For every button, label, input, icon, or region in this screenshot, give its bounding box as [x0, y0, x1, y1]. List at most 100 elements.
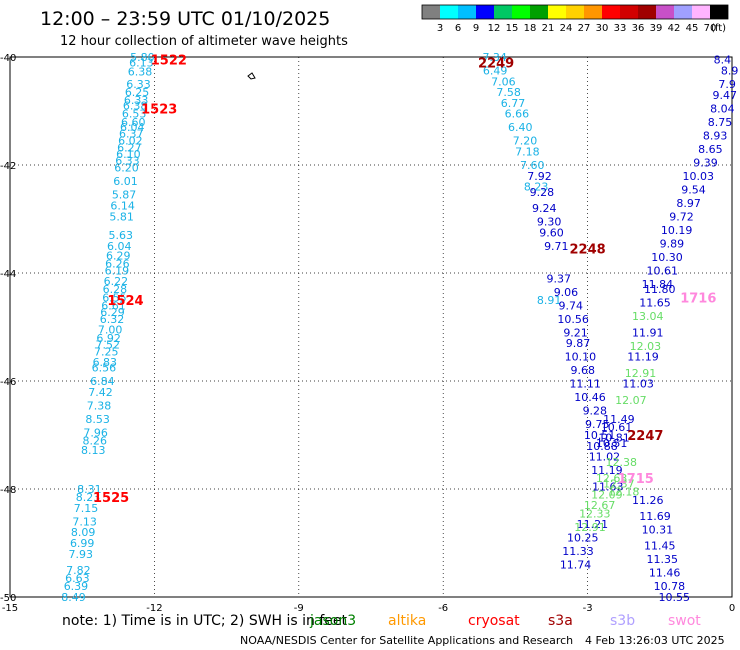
- colorbar-tick-label: 70: [704, 23, 717, 34]
- colorbar-swatch: [710, 5, 728, 19]
- y-tick-label: -40: [0, 53, 16, 64]
- wave-height-value: 9.87: [566, 337, 591, 350]
- wave-height-value: 9.24: [532, 202, 557, 215]
- pass-number-label: 1523: [141, 102, 177, 117]
- wave-height-value: 9.74: [559, 299, 584, 312]
- wave-height-value: 10.56: [557, 313, 589, 326]
- wave-height-value: 9.21: [563, 326, 588, 339]
- wave-height-value: 12.38: [606, 456, 638, 469]
- colorbar-swatch: [440, 5, 458, 19]
- wave-height-value: 8.97: [676, 197, 701, 210]
- wave-height-value: 10.30: [651, 251, 683, 264]
- wave-height-value: 5.81: [109, 210, 134, 223]
- wave-height-value: 7.9: [718, 78, 736, 91]
- colorbar-swatch: [656, 5, 674, 19]
- wave-height-value: 8.4: [714, 54, 732, 67]
- wave-height-value: 11.74: [560, 559, 592, 572]
- wave-height-value: 5.63: [108, 229, 133, 242]
- wave-height-value: 10.51: [584, 429, 616, 442]
- wave-height-value: 6.60: [121, 116, 146, 129]
- wave-height-value: 7.15: [74, 502, 99, 515]
- wave-height-value: 10.78: [654, 580, 686, 593]
- data-points: 5.806.136.386.336.256.336.386.536.606.04…: [61, 51, 738, 604]
- colorbar-swatch: [602, 5, 620, 19]
- wave-height-value: 6.02: [118, 135, 143, 148]
- colorbar-tick-label: 15: [506, 23, 519, 34]
- wave-height-value: 7.92: [527, 170, 552, 183]
- satellite-legend: jason3 altika cryosat s3a s3b swot: [309, 613, 701, 629]
- colorbar-swatch: [692, 5, 710, 19]
- wave-height-value: 8.13: [81, 444, 106, 457]
- wave-height-value: 9.60: [539, 227, 564, 240]
- wave-height-value: 7.82: [66, 564, 91, 577]
- wave-height-value: 11.26: [632, 494, 664, 507]
- pass-number-label: 2247: [627, 429, 663, 444]
- wave-height-value: 12.37: [603, 478, 635, 491]
- colorbar-unit: (ft): [711, 23, 726, 34]
- wave-height-value: 12.67: [584, 499, 616, 512]
- wave-height-value: 8.93: [703, 129, 728, 142]
- colorbar-tick-label: 39: [650, 23, 663, 34]
- y-tick-label: -44: [0, 269, 16, 280]
- wave-height-value: 13.04: [632, 310, 664, 323]
- wave-height-value: 11.19: [591, 464, 623, 477]
- wave-height-value: 9.75: [585, 418, 610, 431]
- wave-height-value: 6.84: [90, 375, 115, 388]
- x-tick-label: 0: [729, 603, 735, 614]
- colorbar-swatch: [494, 5, 512, 19]
- footer-center: NOAA/NESDIS Center for Satellite Applica…: [240, 634, 573, 647]
- footer-timestamp: 4 Feb 13:26:03 UTC 2025: [585, 634, 725, 647]
- colorbar-swatch: [476, 5, 494, 19]
- wave-height-value: 6.04: [120, 121, 145, 134]
- colorbar-tick-label: 27: [578, 23, 591, 34]
- colorbar-swatch: [620, 5, 638, 19]
- wave-height-value: 11.91: [632, 326, 664, 339]
- pass-number-label: 1522: [151, 54, 187, 69]
- wave-height-value: 10.55: [658, 591, 690, 604]
- colorbar-tick-label: 18: [524, 23, 537, 34]
- wave-height-value: 11.21: [577, 518, 609, 531]
- wave-height-value: 6.19: [105, 264, 130, 277]
- y-tick-label: -42: [0, 161, 16, 172]
- wave-height-value: 6.37: [119, 128, 144, 141]
- colorbar-tick-label: 24: [560, 23, 573, 34]
- chart-subtitle: 12 hour collection of altimeter wave hei…: [60, 34, 348, 49]
- pass-number-label: 1525: [93, 491, 129, 506]
- wave-height-value: 5.87: [112, 189, 137, 202]
- colorbar-tick-label: 33: [614, 23, 627, 34]
- x-tick-label: -9: [294, 603, 304, 614]
- wave-height-value: 9.68: [571, 364, 596, 377]
- pass-number-label: 2249: [478, 56, 514, 71]
- wave-height-value: 6.92: [96, 332, 121, 345]
- wave-height-value: 12.91: [574, 521, 606, 534]
- wave-height-value: 10.61: [646, 264, 678, 277]
- wave-height-value: 6.63: [65, 572, 90, 585]
- wave-height-value: 10.25: [567, 532, 599, 545]
- colorbar-tick-label: 45: [686, 23, 699, 34]
- wave-height-value: 6.14: [110, 200, 135, 213]
- wave-height-value: 6.33: [115, 155, 140, 168]
- colorbar-tick-label: 6: [455, 23, 461, 34]
- wave-height-value: 11.49: [603, 413, 635, 426]
- wave-height-value: 6.01: [113, 175, 138, 188]
- wave-height-value: 7.34: [482, 51, 507, 64]
- wave-height-value: 11.45: [644, 540, 676, 553]
- x-tick-label: -15: [2, 603, 18, 614]
- wave-height-value: 11.19: [627, 351, 659, 364]
- wave-height-value: 6.29: [100, 306, 125, 319]
- y-tick-label: -48: [0, 485, 16, 496]
- wave-height-value: 6.29: [106, 250, 131, 263]
- wave-height-value: 10.10: [565, 351, 597, 364]
- wave-height-value: 11.35: [646, 553, 678, 566]
- wave-height-value: 9.54: [681, 183, 706, 196]
- wave-height-value: 9.72: [669, 210, 694, 223]
- wave-height-value: 12.18: [608, 486, 640, 499]
- legend-cryosat: cryosat: [468, 613, 520, 629]
- wave-height-value: 8.49: [61, 591, 86, 604]
- wave-height-value: 11.02: [589, 451, 621, 464]
- wave-height-value: 6.10: [116, 148, 141, 161]
- wave-height-value: 11.80: [644, 283, 676, 296]
- x-tick-label: -12: [146, 603, 162, 614]
- colorbar-swatch: [584, 5, 602, 19]
- wave-height-value: 6.83: [93, 356, 118, 369]
